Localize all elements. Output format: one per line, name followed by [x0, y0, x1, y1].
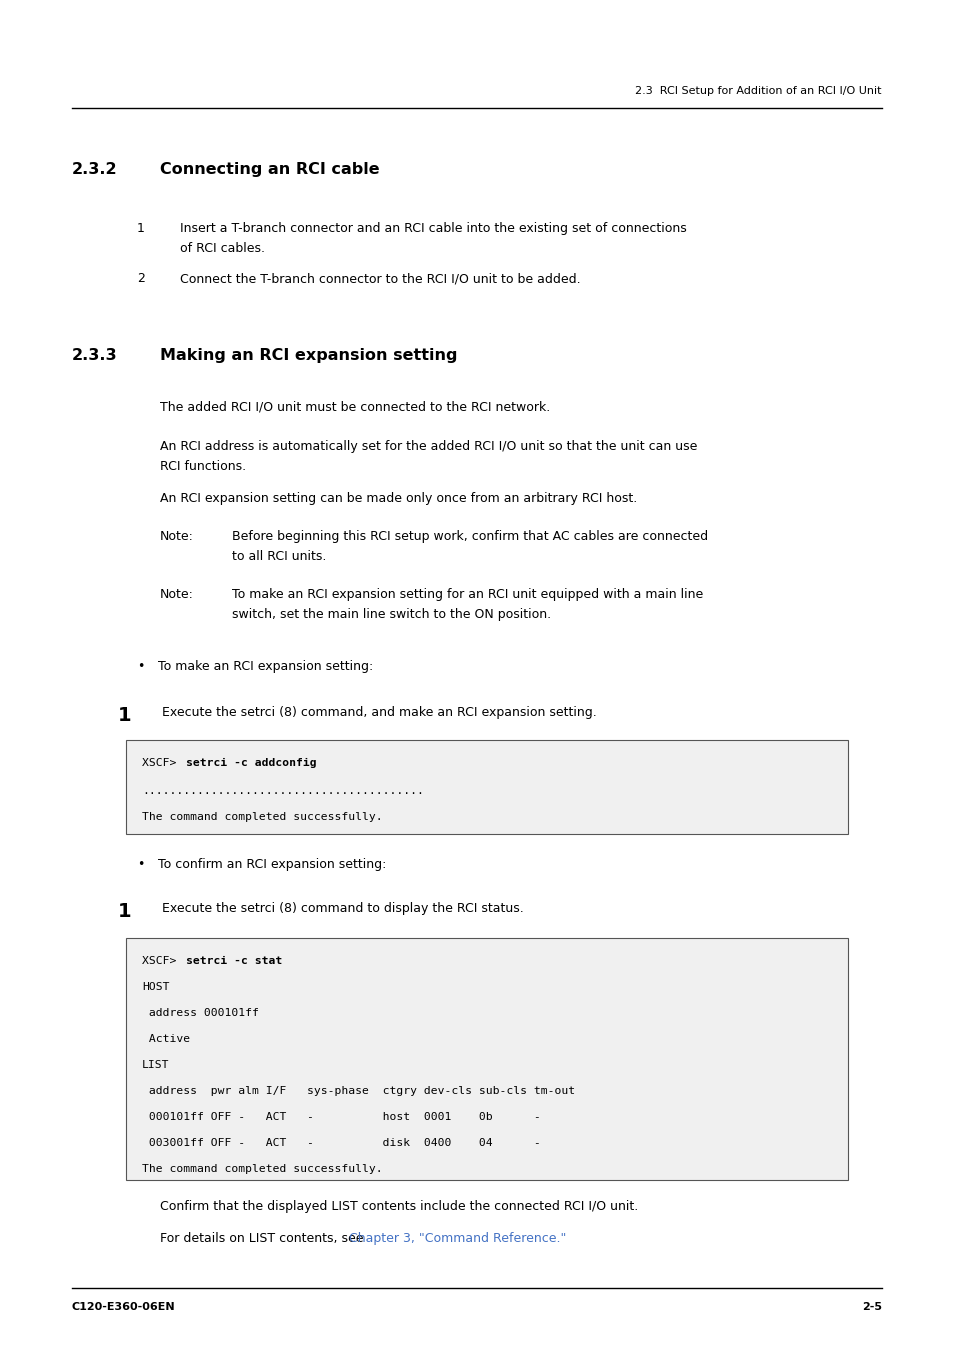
Text: 2-5: 2-5 [862, 1301, 882, 1312]
Text: Execute the setrci (8) command, and make an RCI expansion setting.: Execute the setrci (8) command, and make… [162, 706, 597, 720]
Text: 003001ff OFF -   ACT   -          disk  0400    04      -: 003001ff OFF - ACT - disk 0400 04 - [142, 1138, 540, 1148]
Text: To make an RCI expansion setting:: To make an RCI expansion setting: [158, 660, 373, 674]
Text: Note:: Note: [160, 589, 193, 601]
Text: The command completed successfully.: The command completed successfully. [142, 811, 382, 822]
FancyBboxPatch shape [126, 740, 847, 834]
Text: setrci -c addconfig: setrci -c addconfig [186, 757, 316, 768]
Text: Insert a T-branch connector and an RCI cable into the existing set of connection: Insert a T-branch connector and an RCI c… [180, 221, 686, 235]
Text: Confirm that the displayed LIST contents include the connected RCI I/O unit.: Confirm that the displayed LIST contents… [160, 1200, 638, 1214]
Text: Connect the T-branch connector to the RCI I/O unit to be added.: Connect the T-branch connector to the RC… [180, 271, 580, 285]
Text: switch, set the main line switch to the ON position.: switch, set the main line switch to the … [232, 608, 551, 621]
Text: An RCI address is automatically set for the added RCI I/O unit so that the unit : An RCI address is automatically set for … [160, 440, 697, 454]
Text: LIST: LIST [142, 1060, 170, 1071]
Text: An RCI expansion setting can be made only once from an arbitrary RCI host.: An RCI expansion setting can be made onl… [160, 491, 637, 505]
Text: For details on LIST contents, see: For details on LIST contents, see [160, 1233, 367, 1245]
Text: XSCF>: XSCF> [142, 757, 183, 768]
Text: 1: 1 [118, 706, 132, 725]
Text: HOST: HOST [142, 981, 170, 992]
Text: 1: 1 [137, 221, 145, 235]
Text: Making an RCI expansion setting: Making an RCI expansion setting [160, 348, 457, 363]
Text: Chapter 3, "Command Reference.": Chapter 3, "Command Reference." [349, 1233, 565, 1245]
Text: 2: 2 [137, 271, 145, 285]
Text: •: • [137, 660, 144, 674]
Text: address 000101ff: address 000101ff [142, 1008, 258, 1018]
Text: XSCF>: XSCF> [142, 956, 183, 967]
Text: 2.3.2: 2.3.2 [71, 162, 117, 177]
Text: •: • [137, 859, 144, 871]
Text: Before beginning this RCI setup work, confirm that AC cables are connected: Before beginning this RCI setup work, co… [232, 531, 707, 543]
Text: to all RCI units.: to all RCI units. [232, 549, 326, 563]
Text: 1: 1 [118, 902, 132, 921]
Text: To make an RCI expansion setting for an RCI unit equipped with a main line: To make an RCI expansion setting for an … [232, 589, 702, 601]
Text: .........................................: ........................................… [142, 786, 423, 796]
Text: RCI functions.: RCI functions. [160, 460, 246, 472]
Text: C120-E360-06EN: C120-E360-06EN [71, 1301, 175, 1312]
Text: 2.3  RCI Setup for Addition of an RCI I/O Unit: 2.3 RCI Setup for Addition of an RCI I/O… [635, 86, 882, 96]
Text: address  pwr alm I/F   sys-phase  ctgry dev-cls sub-cls tm-out: address pwr alm I/F sys-phase ctgry dev-… [142, 1085, 575, 1096]
FancyBboxPatch shape [126, 938, 847, 1180]
Text: Connecting an RCI cable: Connecting an RCI cable [160, 162, 379, 177]
Text: The command completed successfully.: The command completed successfully. [142, 1164, 382, 1174]
Text: The added RCI I/O unit must be connected to the RCI network.: The added RCI I/O unit must be connected… [160, 400, 550, 413]
Text: Active: Active [142, 1034, 190, 1044]
Text: Note:: Note: [160, 531, 193, 543]
Text: To confirm an RCI expansion setting:: To confirm an RCI expansion setting: [158, 859, 386, 871]
Text: 000101ff OFF -   ACT   -          host  0001    0b      -: 000101ff OFF - ACT - host 0001 0b - [142, 1112, 540, 1122]
Text: 2.3.3: 2.3.3 [71, 348, 117, 363]
Text: setrci -c stat: setrci -c stat [186, 956, 282, 967]
Text: Execute the setrci (8) command to display the RCI status.: Execute the setrci (8) command to displa… [162, 902, 523, 915]
Text: of RCI cables.: of RCI cables. [180, 242, 265, 255]
